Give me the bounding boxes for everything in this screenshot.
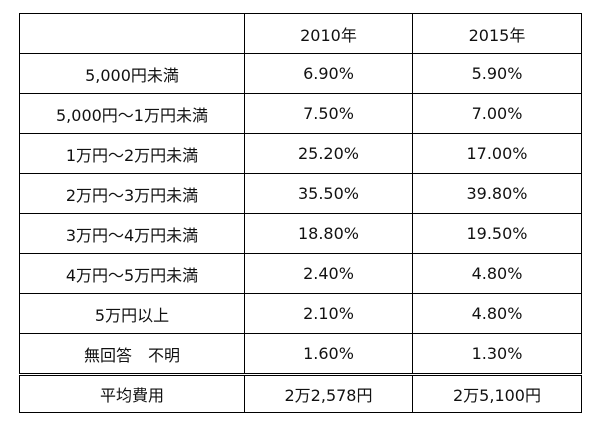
table-cell: 2.10%	[244, 293, 413, 334]
data-table: 2010年 2015年 5,000円未満 6.90% 5.90% 5,000円～1万円…	[19, 13, 582, 413]
table-row: 5,000円未満 6.90% 5.90%	[19, 53, 582, 94]
footer-row: 平均費用 2万2,578円 2万5,100円	[19, 373, 582, 413]
table-cell: 1万円～2万円未満	[19, 133, 245, 174]
table-cell: 2万円～3万円未満	[19, 173, 245, 214]
table-row: 無回答 不明 1.60% 1.30%	[19, 333, 582, 375]
footer-cell: 2万2,578円	[244, 373, 413, 413]
table-cell: 5,000円未満	[19, 53, 245, 94]
table-cell: 25.20%	[244, 133, 413, 174]
header-row: 2010年 2015年	[19, 13, 582, 54]
table-cell: 1.60%	[244, 333, 413, 375]
table-row: 5,000円～1万円未満 7.50% 7.00%	[19, 93, 582, 134]
table-cell: 18.80%	[244, 213, 413, 254]
table-cell: 2.40%	[244, 253, 413, 294]
footer-cell: 平均費用	[19, 373, 245, 413]
table-row: 1万円～2万円未満 25.20% 17.00%	[19, 133, 582, 174]
table-cell: 4万円～5万円未満	[19, 253, 245, 294]
table-cell: 19.50%	[412, 213, 582, 254]
table-cell: 6.90%	[244, 53, 413, 94]
table-row: 4万円～5万円未満 2.40% 4.80%	[19, 253, 582, 294]
table-cell: 1.30%	[412, 333, 582, 375]
header-cell: 2015年	[412, 13, 582, 54]
footer-cell: 2万5,100円	[412, 373, 582, 413]
table-cell: 4.80%	[412, 293, 582, 334]
table-cell: 5万円以上	[19, 293, 245, 334]
table-cell: 7.00%	[412, 93, 582, 134]
table-row: 2万円～3万円未満 35.50% 39.80%	[19, 173, 582, 214]
header-cell	[19, 13, 245, 54]
table-cell: 3万円～4万円未満	[19, 213, 245, 254]
table-cell: 39.80%	[412, 173, 582, 214]
table-cell: 4.80%	[412, 253, 582, 294]
table-body: 2010年 2015年 5,000円未満 6.90% 5.90% 5,000円～1万円…	[19, 13, 582, 413]
table-cell: 5.90%	[412, 53, 582, 94]
table-cell: 7.50%	[244, 93, 413, 134]
header-cell: 2010年	[244, 13, 413, 54]
table-cell: 5,000円～1万円未満	[19, 93, 245, 134]
table-row: 3万円～4万円未満 18.80% 19.50%	[19, 213, 582, 254]
table-cell: 35.50%	[244, 173, 413, 214]
table-cell: 17.00%	[412, 133, 582, 174]
table-row: 5万円以上 2.10% 4.80%	[19, 293, 582, 334]
table-cell: 無回答 不明	[19, 333, 245, 375]
